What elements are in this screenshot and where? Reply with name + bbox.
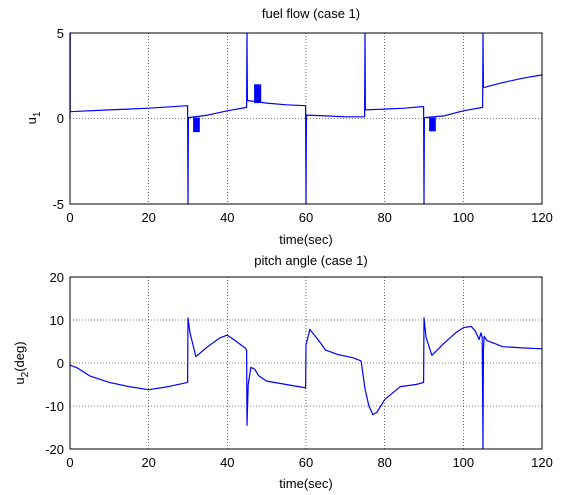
ytick-label-minus10: -10 <box>45 399 64 414</box>
xtick-label-20: 20 <box>141 455 155 470</box>
ytick-label-minus5: -5 <box>52 197 64 212</box>
data-fuel-flow <box>69 32 543 205</box>
y-axis-label-main: u <box>24 117 39 124</box>
xtick-label-80: 80 <box>377 210 391 225</box>
ytick-label-5: 5 <box>57 26 64 41</box>
pitch-angle-chart: pitch angle (case 1) 20 10 0 -10 -20 0 2… <box>12 253 553 491</box>
ytick-label-minus20: -20 <box>45 442 64 457</box>
series-line-u1 <box>69 32 543 205</box>
ytick-label-10: 10 <box>50 313 64 328</box>
xtick-label-100: 100 <box>452 455 474 470</box>
ytick-label-20: 20 <box>50 270 64 285</box>
y-axis-label-pitch-angle: u2(deg) <box>12 341 31 384</box>
y-axis-label-subscript: 2 <box>20 371 31 377</box>
oscillation-burst-1 <box>193 117 200 133</box>
plot-frame-fuel-flow <box>69 32 543 205</box>
xtick-label-120: 120 <box>531 455 553 470</box>
data-pitch-angle <box>69 317 543 450</box>
series-line-u2 <box>69 317 543 450</box>
xtick-label-0: 0 <box>66 210 73 225</box>
x-axis-label-fuel-flow: time(sec) <box>279 232 332 247</box>
fuel-flow-chart: fuel flow (case 1) 5 0 -5 0 20 40 60 80 <box>24 6 553 247</box>
y-axis-label-unit: (deg) <box>12 341 27 371</box>
y-axis-label-subscript: 1 <box>32 111 43 117</box>
y-ticks-pitch-angle: 20 10 0 -10 -20 <box>45 270 64 457</box>
xtick-label-120: 120 <box>531 210 553 225</box>
xtick-label-60: 60 <box>299 455 313 470</box>
x-ticks-pitch-angle: 0 20 40 60 80 100 120 <box>66 455 552 470</box>
xtick-label-40: 40 <box>220 455 234 470</box>
ytick-label-0: 0 <box>57 111 64 126</box>
oscillation-burst-2 <box>254 84 262 104</box>
xtick-label-100: 100 <box>452 210 474 225</box>
y-axis-label-fuel-flow: u1 <box>24 111 43 124</box>
x-axis-label-pitch-angle: time(sec) <box>279 476 332 491</box>
xtick-label-60: 60 <box>299 210 313 225</box>
grid-pitch-angle <box>70 277 542 449</box>
xtick-label-80: 80 <box>377 455 391 470</box>
grid-fuel-flow <box>70 33 542 204</box>
ytick-label-0: 0 <box>57 356 64 371</box>
x-ticks-fuel-flow: 0 20 40 60 80 100 120 <box>66 210 552 225</box>
xtick-label-0: 0 <box>66 455 73 470</box>
y-axis-label-main: u <box>12 377 27 384</box>
xtick-label-40: 40 <box>220 210 234 225</box>
oscillation-burst-3 <box>429 117 436 132</box>
chart-title-fuel-flow: fuel flow (case 1) <box>262 6 360 21</box>
chart-title-pitch-angle: pitch angle (case 1) <box>254 253 367 268</box>
y-ticks-fuel-flow: 5 0 -5 <box>52 26 64 212</box>
plot-frame-pitch-angle <box>69 276 543 450</box>
xtick-label-20: 20 <box>141 210 155 225</box>
